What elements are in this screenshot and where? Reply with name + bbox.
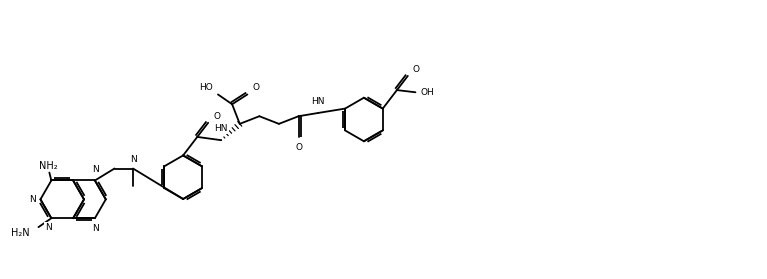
Text: O: O bbox=[295, 143, 302, 152]
Text: N: N bbox=[130, 155, 137, 163]
Text: HN: HN bbox=[311, 97, 325, 106]
Text: N: N bbox=[93, 224, 99, 233]
Text: H₂N: H₂N bbox=[11, 228, 30, 238]
Text: O: O bbox=[252, 83, 259, 92]
Text: HN: HN bbox=[215, 124, 228, 133]
Text: N: N bbox=[28, 195, 35, 204]
Text: NH₂: NH₂ bbox=[39, 161, 58, 170]
Text: N: N bbox=[93, 165, 99, 174]
Text: HO: HO bbox=[199, 83, 213, 92]
Text: OH: OH bbox=[420, 88, 434, 97]
Text: O: O bbox=[413, 65, 420, 74]
Text: O: O bbox=[213, 112, 220, 121]
Text: N: N bbox=[45, 223, 51, 232]
